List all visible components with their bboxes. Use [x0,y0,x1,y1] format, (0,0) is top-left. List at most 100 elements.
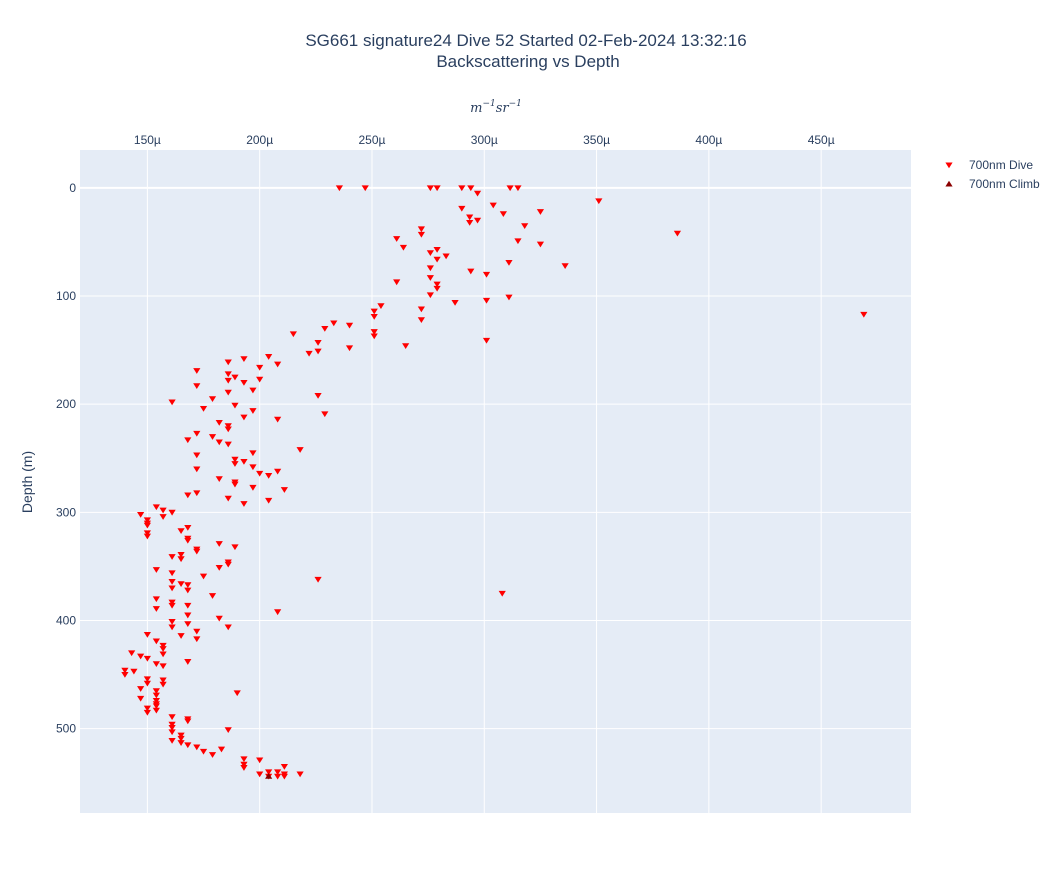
data-point [159,663,167,670]
legend-item-dive[interactable]: 700nm Dive [945,158,1033,172]
data-point [168,554,176,560]
x-unit-base-2: sr [496,101,510,116]
y-tick-label: 500 [56,722,76,736]
data-point [168,624,176,631]
legend-label: 700nm Dive [969,158,1033,172]
data-point [224,441,232,448]
data-point [193,368,201,374]
data-point [249,484,257,491]
data-point [265,473,273,479]
legend[interactable]: 700nm Dive 700nm Climb [945,158,1040,191]
svg-text:m−1sr−1: m−1sr−1 [470,99,522,116]
data-point [417,231,425,238]
data-point [152,661,160,667]
data-point [482,271,491,278]
x-tick-label: 150µ [134,133,161,147]
data-point [274,468,282,475]
data-point [177,735,185,742]
chart-title: SG661 signature24 Dive 52 Started 02-Feb… [305,31,746,71]
data-point [536,241,545,248]
data-point [168,619,176,625]
data-point [466,214,474,221]
data-point [152,692,160,699]
data-point [168,509,176,516]
data-point [159,651,167,658]
data-point [193,490,201,497]
data-point [256,757,264,764]
data-point [177,740,185,746]
data-point [296,447,304,453]
data-point [231,402,239,409]
data-point [498,590,506,597]
data-point [345,322,354,329]
y-axis-ticks: 0 100 200 300 400 500 [56,181,76,736]
data-point [224,495,232,502]
data-points [121,185,868,780]
data-point [224,727,232,733]
data-point [240,761,248,768]
data-point [137,511,145,518]
data-point [143,676,151,683]
data-point [224,561,232,568]
legend-item-climb[interactable]: 700nm Climb [945,177,1040,191]
data-point [458,205,466,212]
data-point [506,185,514,192]
data-point [417,306,425,313]
x-unit-sup-2: −1 [509,99,522,109]
data-point [289,331,297,338]
data-point [256,771,264,778]
x-unit-base-1: m [470,101,482,116]
chart-title-line-1: SG661 signature24 Dive 52 Started 02-Feb… [305,31,746,50]
data-point [224,426,232,433]
legend-marker-icon [945,180,953,187]
y-tick-label: 100 [56,289,76,303]
data-point [143,517,151,524]
data-point [274,609,282,616]
data-point [514,185,522,192]
data-point [467,268,475,275]
data-point [426,275,434,281]
data-point [121,667,129,674]
data-point [433,246,441,253]
data-point [296,771,304,778]
data-point [240,414,248,421]
data-point [177,556,185,563]
data-point [168,729,176,736]
data-point [193,548,201,555]
data-point [265,769,273,776]
data-point [345,345,354,352]
data-point [184,537,192,544]
data-point [184,718,192,725]
data-point [137,695,145,702]
data-point [184,582,192,589]
data-point [561,263,569,269]
data-point [231,544,239,551]
data-point [231,374,239,381]
data-point [458,185,466,192]
data-point [159,642,167,649]
data-point [335,185,344,192]
data-point [240,501,248,507]
data-point [208,593,217,599]
data-point [184,587,192,594]
data-point [168,602,176,609]
data-point [168,579,176,585]
data-point [426,250,434,256]
data-point [168,570,176,577]
data-point [168,599,176,606]
plot-area[interactable] [80,150,911,813]
data-point [393,236,401,242]
data-point [482,297,491,304]
data-point [433,185,441,192]
y-tick-label: 0 [69,181,76,195]
x-tick-label: 350µ [583,133,610,147]
y-axis-title: Depth (m) [19,451,35,513]
data-point [280,487,288,493]
data-point [168,721,176,728]
data-point [177,551,185,558]
data-point [159,514,167,520]
data-point [417,226,425,233]
data-point [143,522,151,529]
data-point [184,524,192,531]
